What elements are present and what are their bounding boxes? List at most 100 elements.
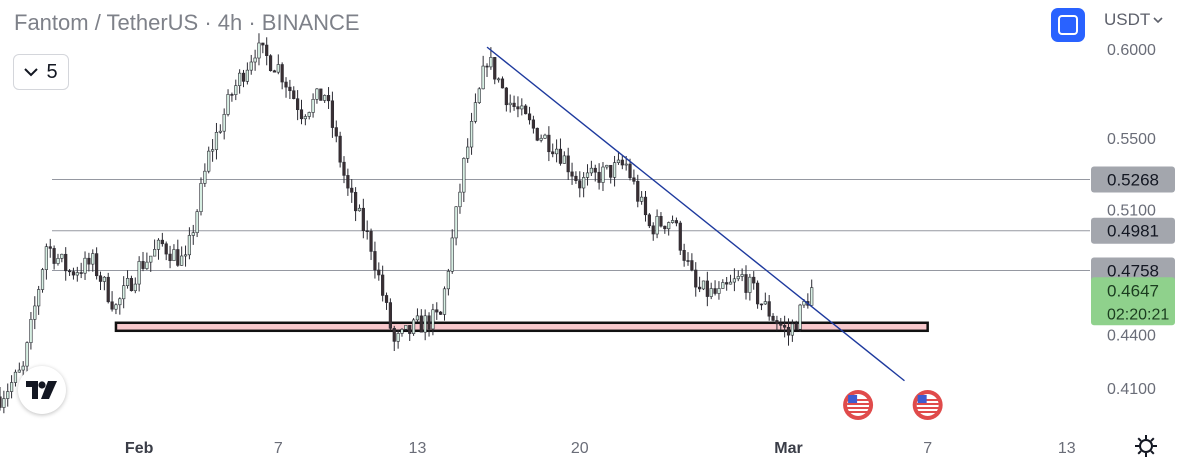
candle-body [435,309,439,313]
candle-body [199,183,203,212]
candle-body [624,163,628,166]
candle [296,90,300,121]
candle-body [767,301,771,317]
currency-selector[interactable]: USDT [1104,10,1163,30]
candle [361,198,365,239]
fullscreen-icon[interactable] [1051,8,1085,42]
candle-body [272,70,277,73]
candle-body [203,170,207,184]
candle-body [48,246,52,249]
candle [473,93,478,124]
level-label-bg [1091,257,1175,284]
candle-body [597,171,601,183]
candle [129,275,134,292]
candle-body [137,261,141,285]
candle [75,266,79,282]
candle [775,315,779,331]
candle-body [17,369,21,373]
candle-body [106,276,110,303]
candle-body [400,328,404,334]
candle [67,269,72,276]
candle-body [640,196,644,202]
candle [682,243,686,267]
candle [98,271,103,291]
candle [628,158,632,181]
candle-body [110,301,114,310]
time-tick-label: Mar [774,440,802,457]
level-label-text: 0.4758 [1107,261,1159,280]
candle [83,251,87,280]
candle [168,245,172,269]
candle [334,120,338,143]
time-tick-label: Feb [125,440,154,457]
candle [288,79,292,100]
candle [516,96,520,118]
candle [110,291,114,312]
candle [585,164,590,186]
candle [164,241,168,261]
candle [156,238,161,260]
candle-body [230,94,234,96]
candle [574,171,578,184]
candle [153,239,157,257]
candle-body [736,276,740,280]
candle-body [651,225,655,235]
indicators-toggle-button[interactable]: 5 [13,54,69,90]
candle-body [701,280,706,290]
level-price-label: 0.4981 [1091,217,1175,244]
candle-body [91,253,95,265]
candle [423,309,427,341]
candle-body [44,246,48,270]
candle [160,232,164,247]
candle-body [779,323,783,326]
candle [114,303,118,315]
level-label-text: 0.5268 [1107,171,1159,190]
candle [71,267,76,280]
candle-body [469,121,474,148]
candle [806,293,810,309]
candle [133,277,137,294]
price-tick-label: 0.5500 [1107,131,1156,148]
candle [609,164,613,184]
candle [752,271,756,290]
tradingview-logo-icon[interactable] [18,366,66,414]
candle-body [404,325,408,330]
candle [798,303,802,332]
candle [106,272,110,304]
candle [400,328,404,337]
candle-body [512,102,516,107]
candle-body [253,57,257,63]
candle [234,79,238,101]
flag-stripe [916,411,939,413]
price-tick-label: 0.5100 [1107,202,1156,219]
candle-body [415,315,420,321]
candle [667,221,671,236]
gear-icon[interactable] [1134,434,1158,458]
candle-body [775,320,779,325]
flag-canton [848,395,858,403]
candle-body [686,260,690,262]
candle-body [786,326,791,336]
candle-body [632,177,636,182]
chevron-down-icon [24,68,39,77]
candle-body [527,113,532,121]
candle [647,213,651,229]
candle [651,222,655,241]
level-label-text: 0.4981 [1107,222,1159,241]
candle-body [214,132,219,150]
candle [226,89,230,117]
candle-body [29,319,33,343]
candle [524,104,528,115]
candle-body [659,216,663,227]
candle-body [589,167,593,174]
currency-label: USDT [1104,10,1151,29]
candlesticks [0,33,814,414]
candle-body [234,85,238,95]
candle [419,309,423,333]
candle-body [698,286,702,290]
candle [284,77,288,98]
candle [122,276,126,309]
trendline [486,46,905,382]
candle-body [384,295,389,303]
